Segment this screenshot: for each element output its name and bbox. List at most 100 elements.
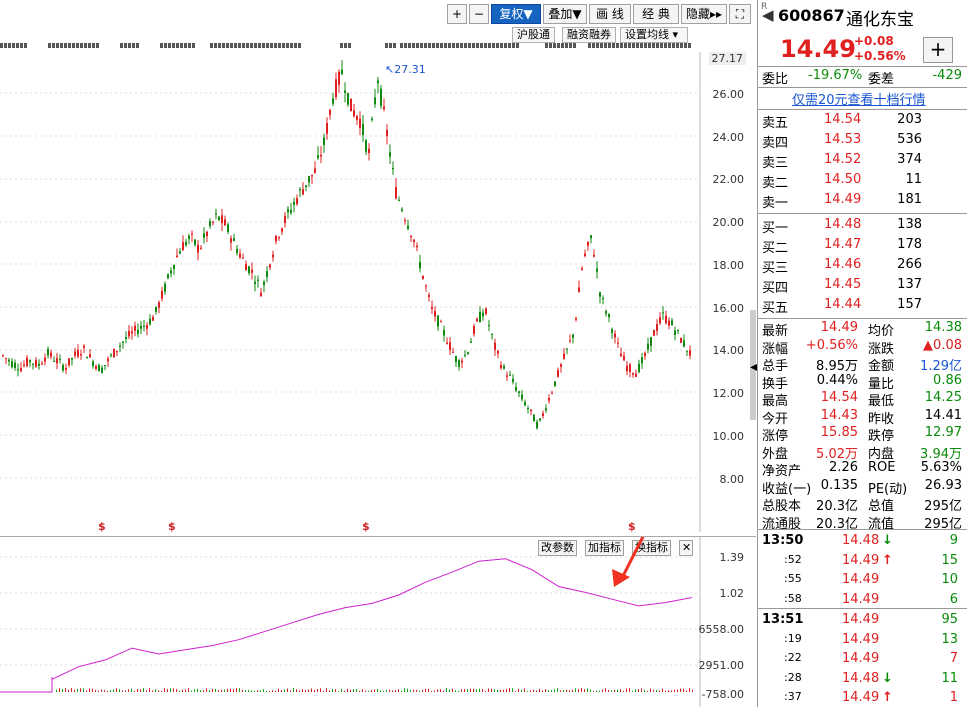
change-indicator-button[interactable]: 换指标 bbox=[632, 540, 671, 556]
dividend-marker[interactable]: $ bbox=[362, 520, 370, 533]
event-marker bbox=[624, 43, 627, 48]
event-marker bbox=[500, 43, 503, 48]
candle-body bbox=[674, 330, 676, 335]
event-marker bbox=[246, 43, 249, 48]
set-ma-dropdown[interactable]: 设置均线 ▾ bbox=[620, 27, 688, 43]
event-marker bbox=[266, 43, 269, 48]
zoom-out-button[interactable]: − bbox=[469, 4, 489, 24]
level-price: 14.45 bbox=[824, 277, 862, 292]
prev-stock-icon[interactable]: ◀ bbox=[762, 6, 774, 24]
candle-body bbox=[539, 418, 541, 421]
event-marker bbox=[254, 43, 257, 48]
volume-bar bbox=[263, 689, 264, 692]
stat-row: 收益(一) 0.135 PE(动) 26.93 bbox=[762, 478, 962, 498]
draw-line-button[interactable]: 画 线 bbox=[589, 4, 631, 24]
stat-label: 涨跌 bbox=[868, 341, 895, 357]
event-marker bbox=[8, 43, 11, 48]
volume-bar bbox=[563, 689, 564, 692]
kline-chart-area[interactable]: + − 复权▼ 叠加▼ 画 线 经 典 隐藏▸▸ ⛶ 沪股通 融资融券 设置均线… bbox=[0, 0, 758, 707]
event-marker bbox=[344, 43, 347, 48]
tick-arrow-icon: ↑ bbox=[882, 552, 893, 568]
volume-bar bbox=[680, 688, 681, 692]
ask-level-row[interactable]: 卖一 14.49 181 bbox=[762, 192, 962, 212]
fullscreen-icon[interactable]: ⛶ bbox=[729, 4, 751, 24]
candle-body bbox=[272, 254, 274, 258]
dividend-marker[interactable]: $ bbox=[628, 520, 636, 533]
candle-body bbox=[47, 348, 49, 356]
bid-level-row[interactable]: 买三 14.46 266 bbox=[762, 257, 962, 277]
add-indicator-button[interactable]: 加指标 bbox=[585, 540, 624, 556]
rzrq-button[interactable]: 融资融券 bbox=[562, 27, 616, 43]
volume-bar bbox=[455, 690, 456, 692]
stat-row: 净资产 2.26 ROE 5.63% bbox=[762, 460, 962, 480]
classic-button[interactable]: 经 典 bbox=[633, 4, 679, 24]
dividend-marker[interactable]: $ bbox=[168, 520, 176, 533]
hgt-button[interactable]: 沪股通 bbox=[512, 27, 555, 43]
dividend-marker[interactable]: $ bbox=[98, 520, 106, 533]
candle-body bbox=[497, 350, 499, 354]
volume-bar bbox=[437, 689, 438, 692]
volume-bar bbox=[380, 690, 381, 692]
stat-label: 昨收 bbox=[868, 411, 895, 427]
volume-bar bbox=[143, 688, 144, 692]
candle-body bbox=[74, 351, 76, 356]
volume-bar bbox=[101, 689, 102, 692]
volume-bar bbox=[221, 689, 222, 692]
candle-body bbox=[401, 209, 403, 211]
candle-body bbox=[293, 201, 295, 205]
fuquan-dropdown[interactable]: 复权▼ bbox=[491, 4, 541, 24]
ask-level-row[interactable]: 卖五 14.54 203 bbox=[762, 112, 962, 132]
candle-body bbox=[314, 168, 316, 173]
ytick: 12.00 bbox=[712, 387, 745, 400]
bid-level-row[interactable]: 买二 14.47 178 bbox=[762, 237, 962, 257]
event-marker bbox=[588, 43, 591, 48]
edit-params-button[interactable]: 改参数 bbox=[538, 540, 577, 556]
volume-bar bbox=[500, 689, 501, 692]
overlay-dropdown[interactable]: 叠加▼ bbox=[543, 4, 587, 24]
candle-body bbox=[356, 115, 358, 120]
volume-bar bbox=[629, 688, 630, 692]
volume-bar bbox=[389, 689, 390, 692]
candle-body bbox=[689, 350, 691, 356]
event-marker bbox=[676, 43, 679, 48]
candle-body bbox=[26, 357, 28, 367]
event-marker bbox=[496, 43, 499, 48]
collapse-arrow-icon[interactable]: ◀ bbox=[750, 362, 758, 373]
volume-bar bbox=[653, 690, 654, 692]
level2-promo-link[interactable]: 仅需20元查看十档行情 bbox=[792, 93, 926, 108]
candle-body bbox=[221, 215, 223, 224]
candle-body bbox=[395, 186, 397, 199]
candle-body bbox=[191, 233, 193, 235]
volume-bar bbox=[137, 688, 138, 692]
candle-body bbox=[524, 402, 526, 406]
bid-level-row[interactable]: 买五 14.44 157 bbox=[762, 297, 962, 317]
volume-bar bbox=[479, 688, 480, 692]
volume-bar bbox=[329, 690, 330, 692]
zoom-in-button[interactable]: + bbox=[447, 4, 467, 24]
bid-level-row[interactable]: 买四 14.45 137 bbox=[762, 277, 962, 297]
volume-bar bbox=[323, 690, 324, 692]
candle-body bbox=[200, 247, 202, 249]
candle-body bbox=[476, 318, 478, 322]
volume-bar bbox=[371, 689, 372, 692]
candle-body bbox=[338, 71, 340, 85]
volume-bar bbox=[641, 688, 642, 692]
candle-body bbox=[245, 264, 247, 271]
candle-body bbox=[578, 287, 580, 293]
event-marker bbox=[456, 43, 459, 48]
volume-bar bbox=[134, 690, 135, 692]
candle-body bbox=[647, 343, 649, 350]
stat-label: 内盘 bbox=[868, 446, 895, 462]
hide-button[interactable]: 隐藏▸▸ bbox=[681, 4, 727, 24]
add-watchlist-button[interactable]: + bbox=[923, 37, 953, 63]
panel-collapse-handle[interactable] bbox=[750, 310, 756, 420]
candle-body bbox=[230, 238, 232, 243]
stat-value: 26.93 bbox=[924, 477, 962, 493]
ask-level-row[interactable]: 卖三 14.52 374 bbox=[762, 152, 962, 172]
ask-level-row[interactable]: 卖四 14.53 536 bbox=[762, 132, 962, 152]
event-marker bbox=[684, 43, 687, 48]
close-indicator-icon[interactable]: ✕ bbox=[679, 540, 693, 556]
bid-level-row[interactable]: 买一 14.48 138 bbox=[762, 217, 962, 237]
candle-body bbox=[65, 367, 67, 370]
ask-level-row[interactable]: 卖二 14.50 11 bbox=[762, 172, 962, 192]
